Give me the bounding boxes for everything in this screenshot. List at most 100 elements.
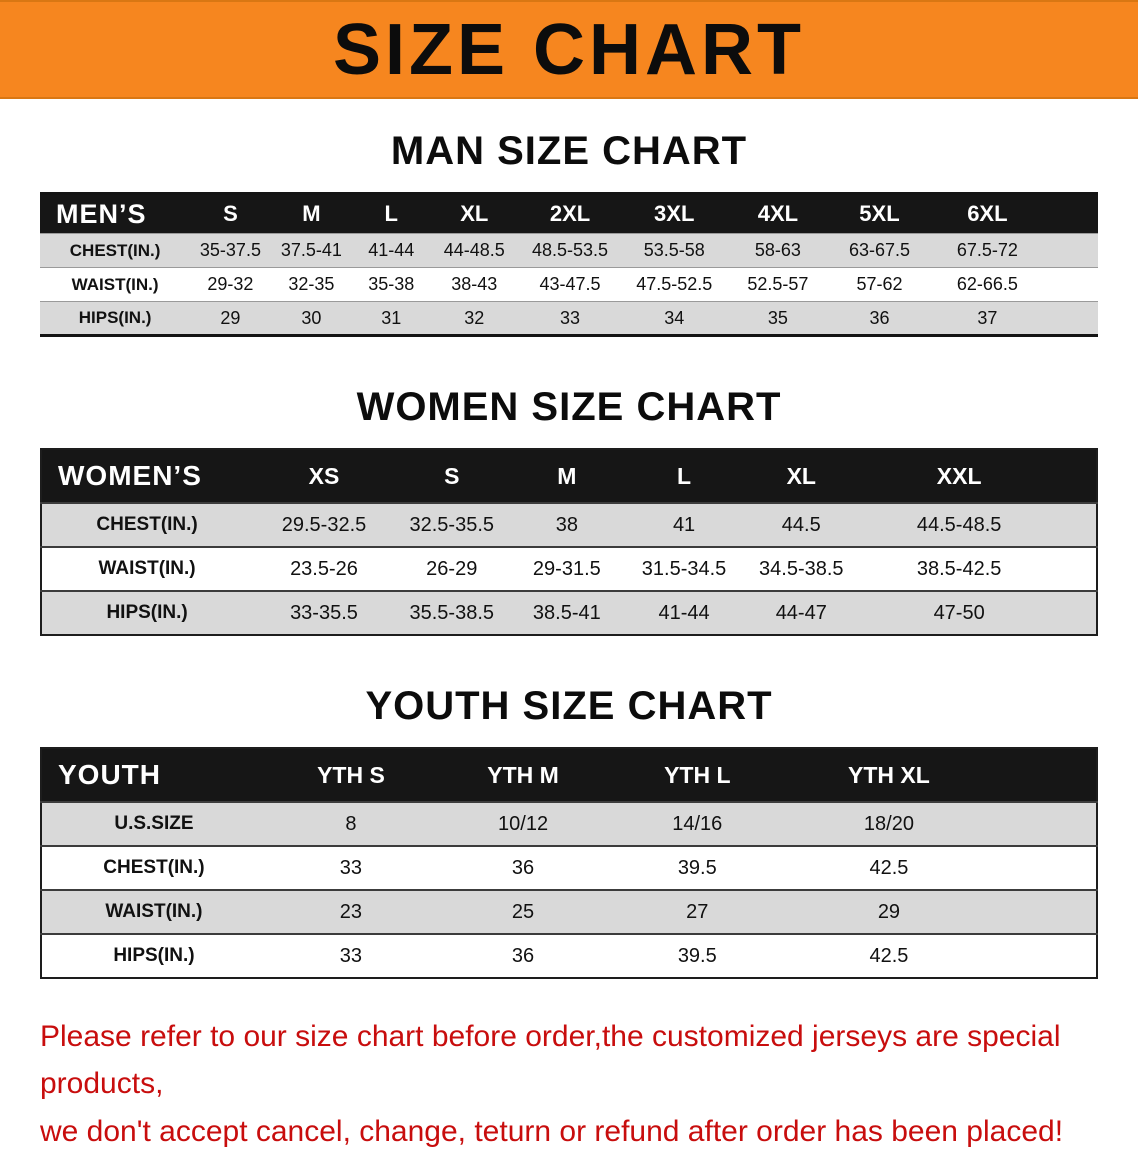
table-cell: 33 (339, 856, 363, 879)
column-header: L (677, 462, 692, 489)
spacer-cell (1045, 194, 1098, 234)
spacer-cell (993, 934, 1097, 978)
table-cell: 30 (301, 307, 322, 328)
table-cell: 14/16 (672, 812, 723, 835)
men-size-table: MEN’S S M L XL 2XL 3XL 4XL 5XL 6XL CHEST… (40, 192, 1098, 337)
table-cell: 23.5-26 (290, 557, 358, 580)
column-header: 3XL (654, 201, 695, 226)
column-header: XS (308, 462, 340, 489)
men-heading: MAN SIZE CHART (390, 129, 748, 173)
youth-section: YOUTH SIZE CHART YOUTH YTH S YTH M YTH L… (0, 684, 1138, 979)
table-cell: 35-37.5 (199, 240, 261, 260)
spacer-cell (1058, 591, 1097, 635)
column-header: L (384, 201, 398, 226)
women-section: WOMEN SIZE CHART WOMEN’S XS S M L XL XXL (0, 385, 1138, 636)
column-header: S (444, 462, 460, 489)
table-cell: 62-66.5 (956, 274, 1018, 294)
spacer-cell (993, 748, 1097, 802)
table-cell: 29 (877, 900, 901, 923)
spacer-cell (1058, 449, 1097, 503)
table-row: CHEST(IN.) 33 36 39.5 42.5 (41, 846, 1097, 890)
table-cell: 43-47.5 (539, 274, 601, 294)
column-header: YTH M (487, 761, 559, 788)
column-header: 2XL (549, 201, 591, 226)
table-cell: 63-67.5 (848, 240, 910, 260)
column-header: M (557, 462, 577, 489)
table-cell: 37 (977, 307, 998, 328)
table-cell: 38.5-41 (532, 601, 601, 624)
table-cell: 32.5-35.5 (409, 513, 495, 536)
spacer-cell (1058, 503, 1097, 547)
column-header: YTH L (664, 761, 731, 788)
row-label: CHEST(IN.) (96, 514, 198, 535)
table-cell: 33 (339, 944, 363, 967)
table-cell: 53.5-58 (643, 240, 705, 260)
youth-header-row: YOUTH YTH S YTH M YTH L YTH XL (41, 748, 1097, 802)
table-cell: 38-43 (451, 274, 498, 294)
table-cell: 29-32 (207, 274, 254, 294)
table-cell: 41-44 (658, 601, 710, 624)
table-cell: 31.5-34.5 (641, 557, 727, 580)
table-cell: 36 (869, 307, 890, 328)
table-cell: 41-44 (368, 240, 415, 260)
column-header: YTH XL (848, 761, 930, 788)
table-cell: 67.5-72 (956, 240, 1018, 260)
table-cell: 25 (511, 900, 535, 923)
table-cell: 39.5 (677, 856, 717, 879)
spacer-cell (993, 846, 1097, 890)
spacer-cell (1058, 547, 1097, 591)
men-table-label: MEN’S (56, 198, 147, 229)
table-cell: 44.5-48.5 (916, 513, 1002, 536)
men-section: MAN SIZE CHART MEN’S S M L XL 2XL 3XL 4X… (0, 129, 1138, 337)
men-header-row: MEN’S S M L XL 2XL 3XL 4XL 5XL 6XL (40, 193, 1098, 234)
column-header: 4XL (757, 201, 799, 226)
footer-notice: Please refer to our size chart before or… (40, 1013, 1098, 1155)
row-label: HIPS(IN.) (113, 945, 195, 966)
table-cell: 38.5-42.5 (916, 557, 1002, 580)
table-cell: 29-31.5 (532, 557, 601, 580)
women-table-label: WOMEN’S (58, 460, 202, 491)
spacer-cell (993, 802, 1097, 846)
column-header: M (302, 201, 321, 226)
table-cell: 36 (511, 944, 535, 967)
row-label: HIPS(IN.) (106, 602, 188, 623)
table-row: CHEST(IN.) 29.5-32.5 32.5-35.5 38 41 44.… (41, 503, 1097, 547)
row-label: WAIST(IN.) (71, 274, 159, 294)
table-cell: 47.5-52.5 (636, 274, 713, 294)
table-cell: 31 (381, 307, 402, 328)
table-cell: 33-35.5 (290, 601, 358, 624)
table-cell: 10/12 (498, 812, 549, 835)
spacer-cell (1045, 302, 1098, 336)
table-cell: 44-47 (775, 601, 827, 624)
table-cell: 41 (672, 513, 696, 536)
row-label: HIPS(IN.) (78, 308, 152, 327)
column-header: XL (786, 462, 816, 489)
column-header: 6XL (967, 201, 1008, 226)
table-cell: 37.5-41 (280, 240, 342, 260)
column-header: 5XL (859, 201, 900, 226)
table-cell: 29 (220, 307, 241, 328)
table-row: HIPS(IN.) 29 30 31 32 33 34 35 36 37 (40, 301, 1098, 336)
table-cell: 34.5-38.5 (759, 557, 844, 580)
youth-heading: YOUTH SIZE CHART (365, 684, 773, 728)
table-cell: 26-29 (426, 557, 478, 580)
banner: SIZE CHART (0, 0, 1138, 99)
spacer-cell (993, 890, 1097, 934)
page-title: SIZE CHART (333, 9, 805, 90)
table-cell: 44.5 (781, 513, 821, 536)
row-label: WAIST(IN.) (105, 901, 203, 922)
women-header-row: WOMEN’S XS S M L XL XXL (41, 449, 1097, 503)
row-label: CHEST(IN.) (69, 240, 161, 260)
spacer-cell (1045, 268, 1098, 302)
table-row: U.S.SIZE 8 10/12 14/16 18/20 (41, 802, 1097, 846)
column-header: XXL (936, 462, 982, 489)
table-cell: 48.5-53.5 (531, 240, 609, 260)
row-label: CHEST(IN.) (103, 857, 205, 878)
table-cell: 58-63 (754, 240, 801, 260)
youth-table-label: YOUTH (58, 759, 161, 790)
table-row: WAIST(IN.) 23 25 27 29 (41, 890, 1097, 934)
table-cell: 18/20 (863, 812, 914, 835)
table-cell: 38 (555, 513, 578, 536)
table-cell: 42.5 (869, 856, 909, 879)
